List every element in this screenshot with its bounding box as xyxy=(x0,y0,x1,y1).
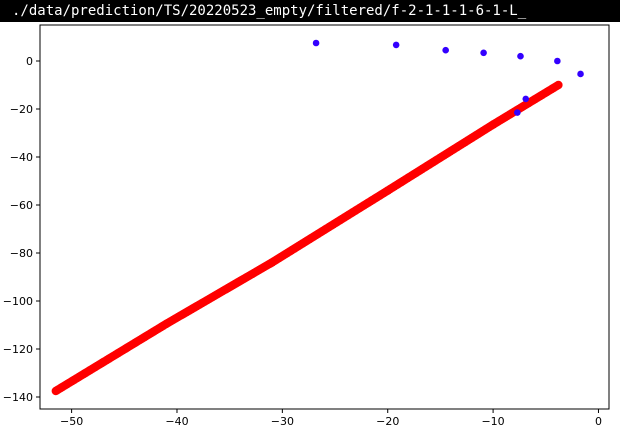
x-tick-label: −40 xyxy=(165,415,188,428)
y-tick-label: −140 xyxy=(3,391,33,404)
x-tick-label: −50 xyxy=(60,415,83,428)
blue-point xyxy=(442,46,449,54)
blue-point xyxy=(517,52,524,60)
x-tick-label: −20 xyxy=(376,415,399,428)
blue-point xyxy=(480,49,487,57)
blue-point xyxy=(312,39,320,47)
y-tick-label: −20 xyxy=(10,103,33,116)
data-points xyxy=(51,39,584,396)
scatter-chart: −50 −40 −30 −20 −10 00−20−40−60−80−100−120−14… xyxy=(0,22,620,434)
y-tick-label: −60 xyxy=(10,199,33,212)
blue-point xyxy=(577,70,584,78)
blue-point xyxy=(514,109,521,116)
blue-point xyxy=(522,95,530,103)
axis-ticks: −50 −40 −30 −20 −10 00−20−40−60−80−100−120−14… xyxy=(3,55,602,428)
red-point xyxy=(554,80,563,90)
window-title: ./data/prediction/TS/20220523_empty/filt… xyxy=(0,0,620,22)
figure: −50 −40 −30 −20 −10 0 0 −20 −40 −60 −80 −100 −120 −14… xyxy=(0,22,620,434)
blue-point xyxy=(554,57,561,65)
blue-point xyxy=(392,41,400,49)
y-tick-label: −40 xyxy=(10,151,33,164)
y-tick-label: −80 xyxy=(10,247,33,260)
y-tick-label: −100 xyxy=(3,295,33,308)
y-tick-label: −120 xyxy=(3,343,33,356)
x-tick-label: −30 xyxy=(271,415,294,428)
x-tick-label: −10 xyxy=(481,415,504,428)
x-tick-label: 0 xyxy=(595,415,602,428)
y-tick-label: 0 xyxy=(26,55,33,68)
